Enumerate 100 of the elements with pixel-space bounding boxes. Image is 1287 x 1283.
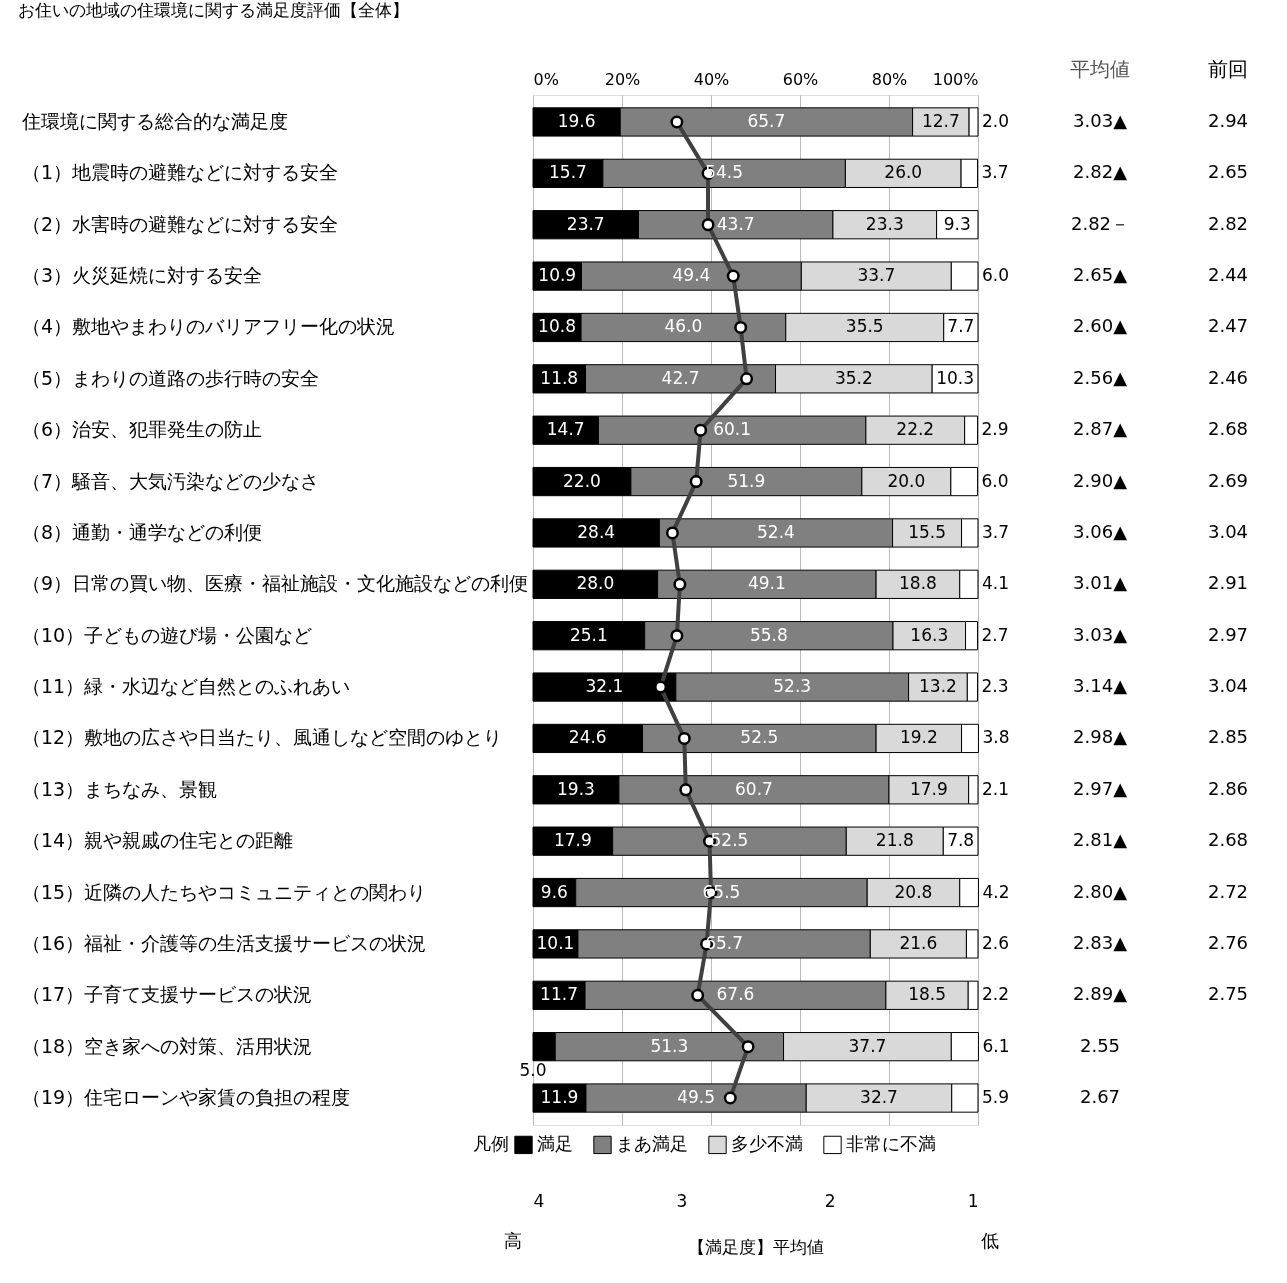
- data-label: 46.0: [664, 316, 703, 337]
- data-label: 17.9: [909, 778, 948, 799]
- data-label: 52.5: [740, 727, 779, 748]
- data-label: 22.0: [563, 470, 601, 491]
- legend-label: 満足: [537, 1132, 573, 1154]
- data-label: 49.4: [672, 265, 711, 286]
- x2-tick-label: 2: [824, 1190, 836, 1211]
- data-label: 28.4: [577, 521, 616, 542]
- data-label: 2.9: [981, 419, 1009, 440]
- data-label: 2.97▲: [1073, 777, 1128, 799]
- data-label: 12.7: [921, 110, 960, 131]
- y-tick-label: （17）子育て支援サービスの状況: [22, 983, 313, 1006]
- y-tick-label: （14）親や親戚の住宅との距離: [22, 829, 294, 852]
- text: 2.97: [1207, 623, 1249, 645]
- data-label: 49.5: [677, 1087, 716, 1108]
- data-label: 28.0: [576, 573, 615, 594]
- data-label: 10.9: [538, 265, 577, 286]
- x-tick-label: 100%: [932, 69, 979, 89]
- data-label: 6.0: [982, 265, 1010, 286]
- text: 高: [504, 1230, 522, 1251]
- y-tick-label: 住環境に関する総合的な満足度: [21, 109, 288, 132]
- data-label: 52.4: [757, 521, 795, 542]
- y-tick-label: （7）騒音、大気汚染などの少なさ: [22, 469, 320, 492]
- data-label: 3.03▲: [1073, 109, 1128, 131]
- data-label: 3.06▲: [1073, 520, 1128, 542]
- data-label: 55.8: [749, 624, 788, 645]
- data-label: 13.2: [919, 676, 957, 697]
- data-label: 11.7: [540, 984, 578, 1005]
- y-tick-label: （10）子どもの遊び場・公園など: [22, 623, 313, 646]
- data-label: 4.2: [982, 881, 1010, 902]
- text: 2.46: [1207, 366, 1249, 388]
- text: 2.72: [1207, 880, 1249, 902]
- x-tick-label: 80%: [871, 69, 908, 89]
- data-label: 2.55: [1079, 1034, 1121, 1056]
- data-label: 2.81▲: [1073, 829, 1128, 851]
- data-label: 33.7: [857, 265, 896, 286]
- y-tick-label: （9）日常の買い物、医療・福祉施設・文化施設などの利便: [22, 572, 529, 595]
- data-label: 60.1: [713, 419, 752, 440]
- y-tick-label: （8）通勤・通学などの利便: [22, 520, 263, 543]
- data-label: 3.01▲: [1073, 572, 1128, 594]
- x2-tick-label: 3: [676, 1190, 688, 1211]
- data-label: 37.7: [848, 1035, 887, 1056]
- data-label: 6.0: [981, 470, 1009, 491]
- data-label: 21.6: [899, 932, 938, 953]
- text: 前回: [1208, 57, 1248, 81]
- text: 平均値: [1070, 57, 1130, 81]
- data-label: 21.8: [875, 830, 914, 851]
- text: 2.47: [1207, 315, 1249, 337]
- data-label: 51.3: [650, 1035, 689, 1056]
- text: 2.85: [1207, 726, 1249, 748]
- x-tick-label: 60%: [782, 69, 819, 89]
- data-label: 52.3: [773, 676, 812, 697]
- data-label: 2.6: [982, 932, 1010, 953]
- data-label: 9.6: [540, 881, 568, 902]
- text: 2.69: [1207, 469, 1249, 491]
- y-tick-label: （6）治安、犯罪発生の防止: [22, 418, 263, 441]
- data-label: 2.60▲: [1073, 315, 1128, 337]
- data-label: 32.1: [585, 676, 624, 697]
- data-label: 9.3: [943, 213, 971, 234]
- data-label: 19.3: [557, 778, 595, 799]
- data-label: 35.5: [845, 316, 884, 337]
- data-label: 6.1: [982, 1035, 1010, 1056]
- data-label: 42.7: [661, 367, 700, 388]
- data-label: 32.7: [860, 1087, 898, 1108]
- data-label: 7.7: [947, 316, 975, 337]
- x-tick-label: 0%: [533, 69, 559, 89]
- text: 2.94: [1207, 109, 1249, 131]
- data-label: 15.7: [549, 162, 587, 183]
- data-label: 2.2: [982, 984, 1010, 1005]
- data-label: 2.83▲: [1073, 931, 1128, 953]
- data-label: 26.0: [884, 162, 923, 183]
- data-label: 19.6: [557, 110, 596, 131]
- text: 2.68: [1207, 829, 1249, 851]
- y-tick-label: （11）緑・水辺など自然とのふれあい: [22, 675, 351, 698]
- text: 低: [981, 1230, 999, 1251]
- data-label: 2.56▲: [1073, 366, 1128, 388]
- data-label: 5.9: [982, 1087, 1010, 1108]
- text: 2.86: [1207, 777, 1249, 799]
- y-tick-label: （3）火災延焼に対する安全: [22, 264, 263, 287]
- data-label: 10.8: [538, 316, 576, 337]
- text: お住いの地域の住環境に関する満足度評価【全体】: [18, 0, 409, 20]
- text: 2.65: [1207, 161, 1249, 183]
- x2-tick-label: 4: [533, 1190, 545, 1211]
- data-label: 4.1: [982, 573, 1010, 594]
- data-label: 2.98▲: [1073, 726, 1128, 748]
- data-label: 2.0: [982, 110, 1010, 131]
- data-label: 67.6: [716, 984, 755, 1005]
- legend-label: 多少不満: [731, 1132, 803, 1154]
- y-tick-label: （16）福祉・介護等の生活支援サービスの状況: [22, 931, 427, 954]
- data-label: 2.90▲: [1073, 469, 1128, 491]
- data-label: 23.3: [865, 213, 904, 234]
- data-label: 43.7: [716, 213, 755, 234]
- data-label: 2.7: [981, 624, 1009, 645]
- y-tick-label: （4）敷地やまわりのバリアフリー化の状況: [22, 315, 396, 338]
- data-label: 3.8: [982, 727, 1010, 748]
- data-label: 2.3: [981, 676, 1009, 697]
- data-label: 15.5: [908, 521, 946, 542]
- data-label: 24.6: [568, 727, 607, 748]
- text: 3.04: [1207, 675, 1249, 697]
- legend-label: まあ満足: [616, 1132, 688, 1154]
